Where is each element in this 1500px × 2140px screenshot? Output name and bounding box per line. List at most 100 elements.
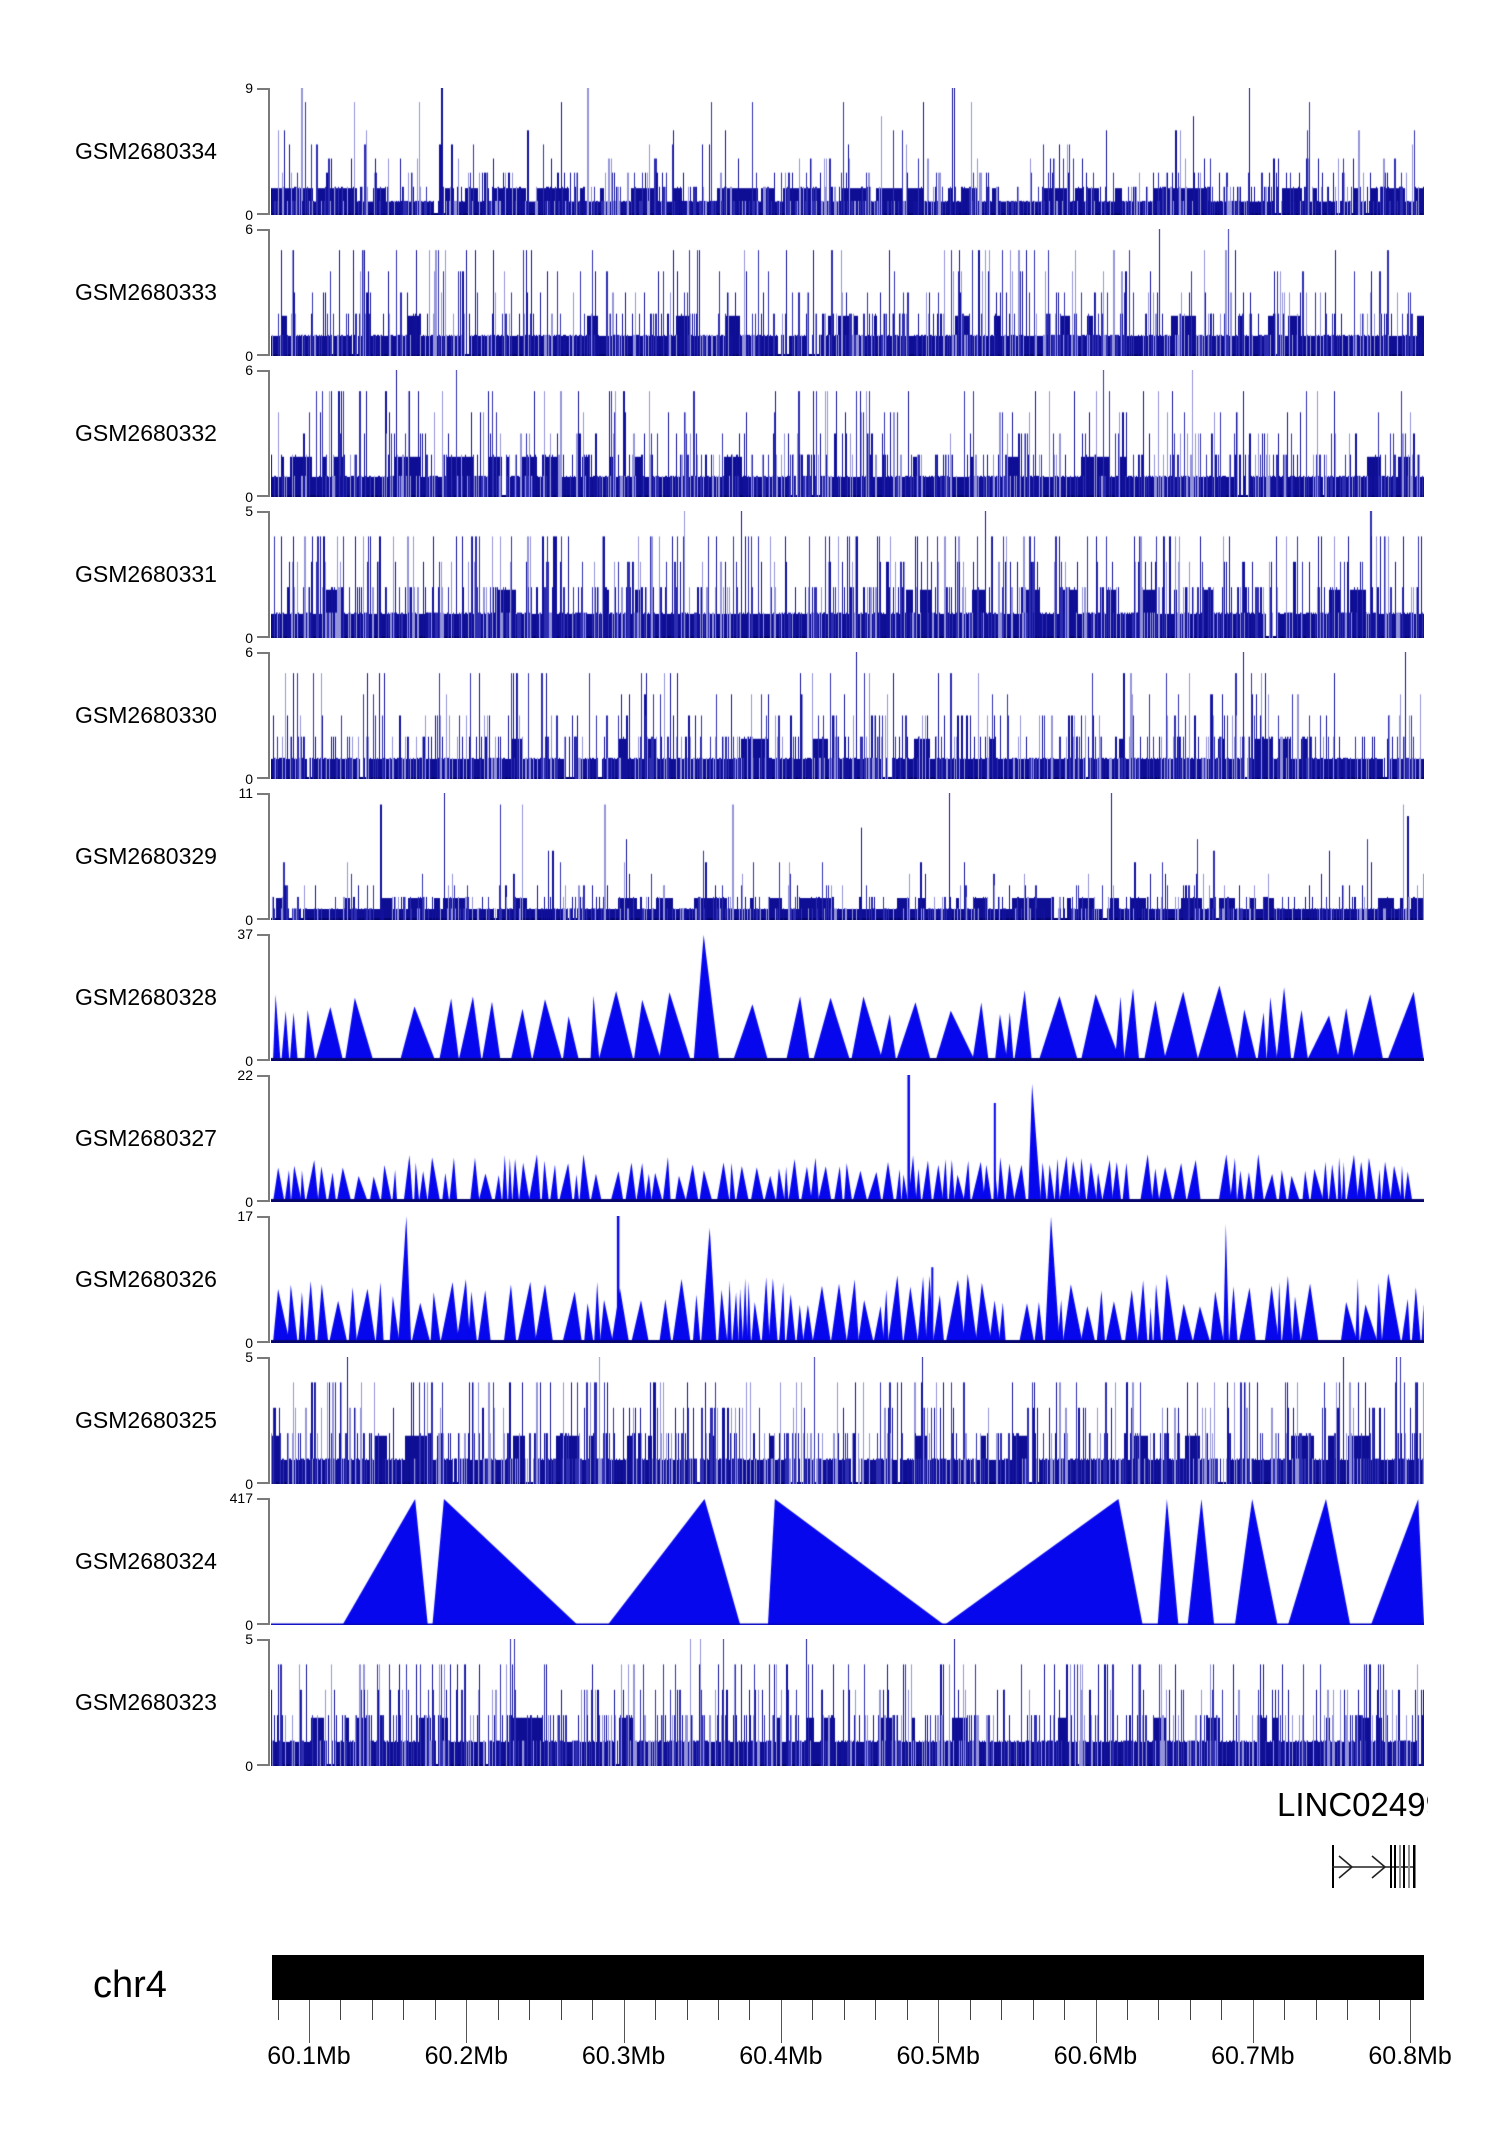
gene-model-glyph [1332, 1845, 1416, 1888]
coverage-profile-canvas [271, 1498, 1424, 1625]
track-yaxis-top-tick [257, 1075, 269, 1077]
track-ymax-label: 5 [245, 1349, 253, 1365]
track-ymax-label: 11 [238, 785, 253, 801]
ruler-minor-tick [592, 2000, 594, 2020]
track-ymax-label: 17 [237, 1208, 253, 1224]
track-ymin-label: 0 [245, 1758, 253, 1774]
ruler-minor-tick [717, 2000, 719, 2020]
track-row: GSM2680329 11 0 [0, 786, 1500, 927]
track-yaxis-bottom-tick [257, 1482, 269, 1484]
ruler-tick-label: 60.8Mb [1368, 2042, 1452, 2070]
track-yaxis-top-tick [257, 793, 269, 795]
track-yaxis-line [268, 1075, 270, 1202]
track-yaxis-top-tick [257, 229, 269, 231]
track-yaxis-bottom-tick [257, 213, 269, 215]
ruler-tick-label: 60.6Mb [1053, 2042, 1138, 2070]
ruler-minor-tick [340, 2000, 342, 2020]
track-row: GSM2680332 6 0 [0, 363, 1500, 504]
coverage-profile-canvas [271, 229, 1424, 356]
track-row: GSM2680323 5 0 [0, 1632, 1500, 1773]
track-row: GSM2680328 37 0 [0, 927, 1500, 1068]
ruler-tick-label: 60.4Mb [739, 2042, 823, 2070]
ruler-minor-tick [434, 2000, 436, 2020]
ruler-minor-tick [403, 2000, 405, 2020]
track-yaxis-line [268, 1216, 270, 1343]
ruler-minor-tick [371, 2000, 373, 2020]
track-ymax-label: 6 [245, 221, 253, 237]
track-yaxis-bottom-tick [257, 1623, 269, 1625]
ruler-minor-tick [560, 2000, 562, 2020]
ruler-minor-tick [1347, 2000, 1349, 2020]
track-sample-label: GSM2680334 [75, 138, 217, 164]
ruler-minor-tick [1284, 2000, 1286, 2020]
track-yaxis-bottom-tick [257, 777, 269, 779]
ruler-minor-tick [277, 2000, 279, 2020]
coverage-profile-canvas [271, 1639, 1424, 1766]
track-yaxis-line [268, 1357, 270, 1484]
ruler-tick-label: 60.7Mb [1211, 2042, 1295, 2070]
track-sample-label: GSM2680333 [75, 279, 217, 305]
track-sample-label: GSM2680329 [75, 843, 217, 869]
track-row: GSM2680334 9 0 [0, 81, 1500, 222]
track-ymin-label: 0 [245, 207, 253, 223]
ruler-tick-label: 60.5Mb [896, 2042, 980, 2070]
ruler-tick-label: 60.1Mb [267, 2042, 351, 2070]
track-yaxis-top-tick [257, 1498, 269, 1500]
track-yaxis-line [268, 370, 270, 497]
ruler-minor-tick [1378, 2000, 1380, 2020]
ruler-major-tick [780, 2000, 782, 2043]
ruler-minor-tick [655, 2000, 657, 2020]
ruler-minor-tick [969, 2000, 971, 2020]
ruler-minor-tick [843, 2000, 845, 2020]
track-yaxis-top-tick [257, 652, 269, 654]
track-ymin-label: 0 [245, 912, 253, 928]
track-ymax-label: 6 [245, 362, 253, 378]
track-ymin-label: 0 [245, 1617, 253, 1633]
track-yaxis-bottom-tick [257, 354, 269, 356]
gene-exon-bars [1390, 1845, 1416, 1888]
ruler-tick-label: 60.3Mb [581, 2042, 666, 2070]
track-yaxis-top-tick [257, 1216, 269, 1218]
track-row: GSM2680326 17 0 [0, 1209, 1500, 1350]
track-sample-label: GSM2680323 [75, 1689, 217, 1715]
track-ymin-label: 0 [245, 1053, 253, 1069]
ruler-major-tick [1252, 2000, 1254, 2043]
track-yaxis-line [268, 934, 270, 1061]
ruler-minor-tick [875, 2000, 877, 2020]
ruler-minor-tick [686, 2000, 688, 2020]
coverage-profile-canvas [271, 88, 1424, 215]
track-sample-label: GSM2680330 [75, 702, 217, 728]
ruler-minor-tick [529, 2000, 531, 2020]
ruler-minor-tick [497, 2000, 499, 2020]
track-yaxis-bottom-tick [257, 1764, 269, 1766]
track-ymin-label: 0 [245, 1194, 253, 1210]
track-yaxis-top-tick [257, 1357, 269, 1359]
coverage-profile-canvas [271, 1357, 1424, 1484]
track-sample-label: GSM2680331 [75, 561, 217, 587]
track-yaxis-top-tick [257, 1639, 269, 1641]
chromosome-label: chr4 [93, 1964, 167, 2006]
track-ymin-label: 0 [245, 1335, 253, 1351]
ruler-minor-tick [1221, 2000, 1223, 2020]
track-ymin-label: 0 [245, 630, 253, 646]
track-yaxis-bottom-tick [257, 1341, 269, 1343]
ruler-major-tick [466, 2000, 468, 2043]
track-yaxis-top-tick [257, 370, 269, 372]
coverage-profile-canvas [271, 934, 1424, 1061]
track-row: GSM2680324 417 0 [0, 1491, 1500, 1632]
gene-name-label: LINC02499 [1277, 1786, 1428, 1823]
ruler-minor-tick [1189, 2000, 1191, 2020]
ruler-minor-tick [1032, 2000, 1034, 2020]
ruler-minor-tick [1001, 2000, 1003, 2020]
track-yaxis-top-tick [257, 511, 269, 513]
ruler-major-tick [623, 2000, 625, 2043]
track-yaxis-line [268, 1498, 270, 1625]
track-row: GSM2680330 6 0 [0, 645, 1500, 786]
ruler-minor-tick [1126, 2000, 1128, 2020]
ruler-tick-label: 60.2Mb [424, 2042, 508, 2070]
track-ymax-label: 5 [245, 1631, 253, 1647]
track-sample-label: GSM2680325 [75, 1407, 217, 1433]
track-yaxis-line [268, 652, 270, 779]
track-yaxis-top-tick [257, 934, 269, 936]
